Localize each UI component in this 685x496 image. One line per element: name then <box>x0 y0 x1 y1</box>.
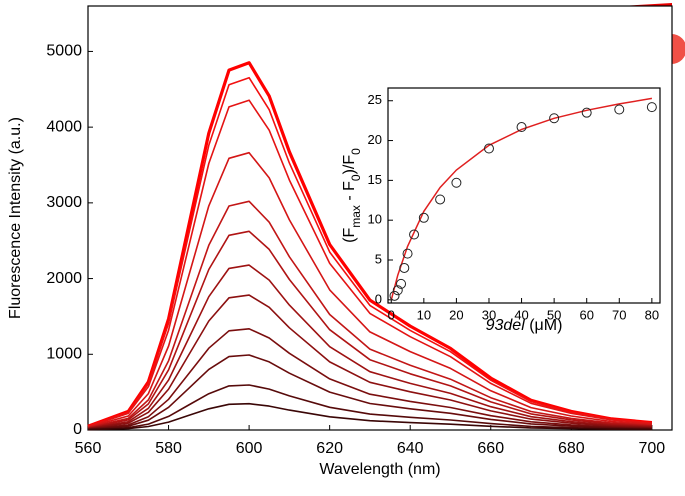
x-tick-label: 660 <box>477 440 504 457</box>
data-point <box>614 104 625 115</box>
y-tick-label: 4000 <box>46 118 82 135</box>
x-axis-label: 93del (μM) <box>486 317 563 334</box>
y-tick-label: 0 <box>73 421 82 438</box>
x-tick-label: 70 <box>612 307 626 322</box>
data-point <box>435 194 446 205</box>
x-tick-label: 580 <box>155 440 182 457</box>
y-tick-label: 20 <box>368 132 382 147</box>
y-tick-label: 3000 <box>46 194 82 211</box>
spectrum-line <box>87 76 652 428</box>
y-tick-label: 5 <box>375 251 382 266</box>
x-tick-label: 40 <box>514 307 528 322</box>
plot-frame <box>387 87 661 304</box>
data-point <box>483 143 494 154</box>
x-tick-label: 620 <box>316 440 343 457</box>
label-part: 0 <box>349 148 363 155</box>
x-tick-label: 680 <box>558 440 585 457</box>
x-tick-label: 50 <box>547 307 561 322</box>
y-tick-label: 2000 <box>46 270 82 287</box>
spectrum-line <box>87 354 652 430</box>
label-part: 0 <box>349 174 363 181</box>
data-point <box>409 229 420 240</box>
label-part: max <box>349 205 363 228</box>
y-tick-label: 25 <box>368 92 382 107</box>
spectrum-line <box>87 402 652 431</box>
spectrum-line <box>87 384 652 431</box>
spectrum-line <box>87 328 652 430</box>
y-axis-label: Fluorescence Intensity (a.u.) <box>7 117 24 319</box>
data-point <box>418 212 429 223</box>
data-point <box>581 107 592 118</box>
spectrum-line <box>87 294 652 430</box>
x-tick-label: 80 <box>645 307 659 322</box>
label-part: )/F <box>341 155 358 175</box>
x-tick-label: 700 <box>639 440 666 457</box>
spectrum-line <box>87 264 652 430</box>
x-tick-label: 60 <box>579 307 593 322</box>
data-point <box>396 278 407 289</box>
data-point <box>549 113 560 124</box>
y-tick-label: 10 <box>368 212 382 227</box>
x-tick-label: 600 <box>236 440 263 457</box>
spectrum-line <box>87 151 652 428</box>
label-part: (μM) <box>525 317 563 334</box>
spectrum-line <box>87 230 652 429</box>
data-point <box>516 122 527 133</box>
data-point <box>451 177 462 188</box>
data-point <box>399 262 410 273</box>
x-tick-label: 30 <box>482 307 496 322</box>
label-part: 93del <box>486 317 526 334</box>
x-tick-label: 20 <box>449 307 463 322</box>
y-tick-label: 0 <box>375 291 382 306</box>
x-tick-label: 10 <box>417 307 431 322</box>
spectrum-line <box>87 99 652 428</box>
y-axis-label: (Fmax - F0)/F0 <box>341 148 363 243</box>
spectrum-line <box>87 200 652 429</box>
y-tick-label: 1000 <box>46 346 82 363</box>
label-part: - F <box>341 181 358 205</box>
y-tick-label: 5000 <box>46 43 82 60</box>
x-axis-label: Wavelength (nm) <box>319 461 440 478</box>
y-tick-label: 15 <box>368 172 382 187</box>
x-tick-label: 560 <box>75 440 102 457</box>
fit-curve <box>390 97 653 300</box>
label-part: (F <box>341 228 358 243</box>
data-point <box>389 290 400 301</box>
data-point <box>646 102 657 113</box>
data-point <box>402 248 413 259</box>
x-tick-label: 640 <box>397 440 424 457</box>
spectrum-line <box>87 61 653 428</box>
x-tick-label: 0 <box>388 307 395 322</box>
data-point <box>392 285 403 296</box>
